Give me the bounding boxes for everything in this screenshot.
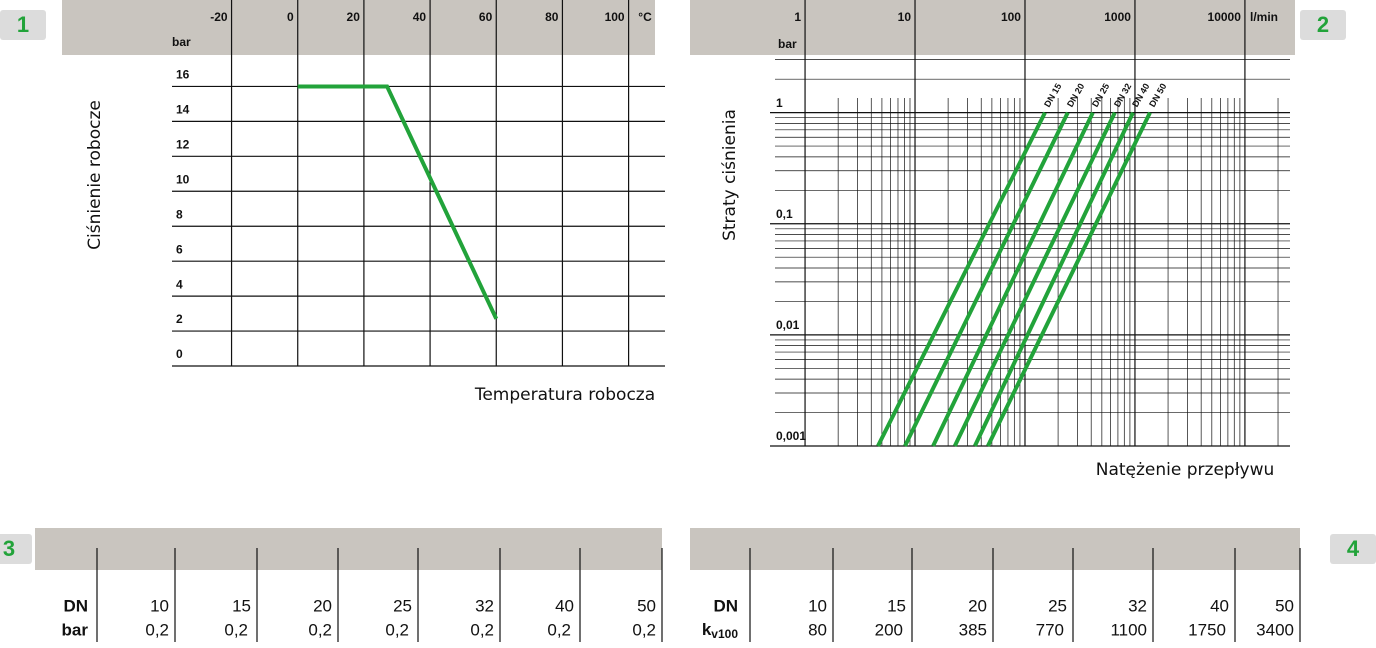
y-tick-label: 0,001 (776, 429, 806, 443)
data-line (876, 111, 1047, 447)
table-cell: 0,2 (385, 620, 409, 639)
data-line (931, 111, 1095, 447)
y-tick-label: 4 (176, 277, 183, 291)
table-cell: 0,2 (145, 620, 169, 639)
row-header: bar (62, 620, 89, 639)
x-axis-title: Natężenie przepływu (1096, 460, 1275, 480)
series-label: DN 50 (1147, 82, 1168, 109)
y-tick-label: 0,01 (776, 318, 800, 332)
badge-number: 1 (17, 12, 29, 37)
badge-box (1330, 534, 1376, 564)
series-label: DN 25 (1090, 82, 1111, 109)
table-cell: 25 (1048, 596, 1067, 615)
x-tick-label: 40 (413, 10, 427, 24)
x-tick-label: 0 (287, 10, 294, 24)
badge-number: 4 (1347, 536, 1360, 561)
table-cell: 32 (1128, 596, 1147, 615)
x-tick-label: 100 (605, 10, 625, 24)
y-unit: bar (172, 35, 191, 49)
x-tick-label: 10 (898, 10, 912, 24)
table-cell: 50 (1275, 596, 1294, 615)
table-cell: 1100 (1110, 620, 1147, 639)
y-tick-label: 16 (176, 68, 190, 82)
table-cell: 10 (808, 596, 827, 615)
y-tick-label: 1 (776, 96, 783, 110)
y-tick-label: 10 (176, 172, 190, 186)
badge-box (0, 534, 32, 564)
x-tick-label: 60 (479, 10, 493, 24)
table-cell: 770 (1036, 620, 1064, 639)
table-cell: 15 (887, 596, 906, 615)
y-tick-label: 14 (176, 103, 190, 117)
data-line (986, 111, 1152, 447)
row-header: kv100 (702, 620, 738, 641)
table-cell: 50 (637, 596, 656, 615)
x-tick-label: 10000 (1208, 10, 1242, 24)
table-header (690, 528, 1300, 570)
y-tick-label: 0,1 (776, 207, 793, 221)
data-line (903, 111, 1070, 447)
y-tick-label: 2 (176, 312, 183, 326)
table-cell: 1750 (1188, 620, 1226, 639)
header-band (690, 0, 1295, 55)
table-cell: 20 (968, 596, 987, 615)
y-tick-label: 6 (176, 242, 183, 256)
data-line (297, 84, 499, 320)
y-axis-title: Ciśnienie robocze (85, 100, 105, 250)
table-cell: 3400 (1256, 620, 1294, 639)
y-tick-label: 0 (176, 347, 183, 361)
table-cell: 32 (475, 596, 494, 615)
row-header-main: k (702, 620, 712, 639)
badge-number: 2 (1317, 12, 1329, 37)
row-header-sub: v100 (711, 627, 738, 641)
table-cell: 10 (150, 596, 169, 615)
y-tick-label: 12 (176, 138, 190, 152)
series-label: DN 15 (1042, 82, 1063, 109)
x-tick-label: -20 (210, 10, 228, 24)
table-cell: 25 (393, 596, 412, 615)
table-cell: 20 (313, 596, 332, 615)
row-header: DN (63, 596, 88, 615)
badge-number: 3 (3, 536, 15, 561)
x-tick-label: 80 (545, 10, 559, 24)
y-axis-title: Straty ciśnienia (720, 109, 740, 241)
table-cell: 0,2 (632, 620, 656, 639)
x-tick-label: 20 (347, 10, 361, 24)
y-unit: bar (778, 37, 797, 51)
badge-box (1300, 10, 1346, 40)
x-unit: l/min (1250, 10, 1278, 24)
y-tick-label: 8 (176, 207, 183, 221)
table-cell: 0,2 (547, 620, 571, 639)
table-cell: 80 (808, 620, 827, 639)
table-cell: 200 (875, 620, 903, 639)
x-tick-label: 100 (1001, 10, 1021, 24)
table-cell: 0,2 (308, 620, 332, 639)
data-line (973, 111, 1135, 447)
x-unit: °C (638, 10, 652, 24)
x-tick-label: 1 (794, 10, 801, 24)
row-header: DN (713, 596, 738, 615)
table-header (35, 528, 662, 570)
header-band (62, 0, 655, 55)
series-label: DN 20 (1065, 82, 1086, 109)
table-cell: 385 (959, 620, 987, 639)
table-cell: 40 (555, 596, 574, 615)
x-axis-title: Temperatura robocza (474, 385, 655, 405)
data-line (952, 111, 1117, 447)
table-cell: 0,2 (470, 620, 494, 639)
badge-box (0, 10, 46, 40)
table-cell: 0,2 (224, 620, 248, 639)
x-tick-label: 1000 (1104, 10, 1131, 24)
table-cell: 40 (1210, 596, 1229, 615)
table-cell: 15 (232, 596, 251, 615)
